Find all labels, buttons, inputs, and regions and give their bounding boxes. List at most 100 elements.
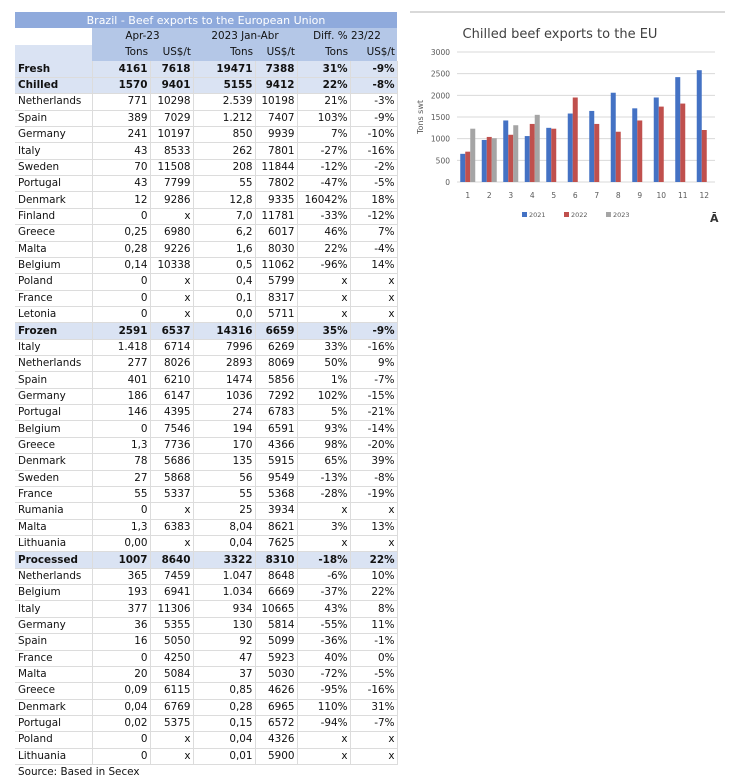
cell: x	[350, 306, 398, 324]
group-row: Chilled 1570 9401 5155 9412 22% -8%	[15, 77, 398, 95]
cell: -2%	[350, 159, 398, 177]
cell: 33%	[297, 339, 351, 357]
cell: 10197	[150, 126, 194, 144]
row-label: Lithuania	[15, 535, 93, 553]
legend-swatch-2022	[564, 212, 569, 217]
y-tick-label: 2000	[431, 91, 450, 100]
cell: 9286	[150, 191, 194, 209]
row-label: Greece	[15, 437, 93, 455]
cell: 6769	[150, 699, 194, 716]
cell: -5%	[350, 666, 398, 684]
row-label: Lithuania	[15, 748, 93, 766]
cell: 11306	[150, 600, 194, 618]
row-label: Malta	[15, 519, 93, 537]
cell: 850	[193, 126, 256, 144]
cell: 389	[92, 110, 151, 128]
cell: 13%	[350, 519, 398, 537]
cell: 146	[92, 404, 151, 422]
cell: 19471	[193, 61, 256, 78]
table-row: Poland 0 x 0,4 5799 x x	[15, 273, 398, 291]
cell: x	[297, 731, 351, 749]
cell: 6572	[255, 715, 298, 733]
cell: -16%	[350, 142, 398, 160]
blank-header	[15, 44, 92, 62]
cell: 50%	[297, 355, 351, 373]
table-row: Malta 1,3 6383 8,04 8621 3% 13%	[15, 519, 398, 537]
cell: 0,00	[92, 535, 151, 553]
cell: -20%	[350, 437, 398, 455]
cell: 5375	[150, 715, 194, 733]
cell: 0,1	[193, 290, 256, 307]
cell: 1,3	[92, 437, 151, 455]
cell: 208	[193, 159, 256, 177]
row-label: France	[15, 650, 93, 667]
cell: -8%	[350, 77, 398, 95]
cell: 22%	[297, 77, 351, 95]
cell: 6659	[255, 322, 298, 340]
table-row: Belgium 0 7546 194 6591 93% -14%	[15, 420, 398, 438]
cell: 6783	[255, 404, 298, 422]
table-row: Netherlands 277 8026 2893 8069 50% 9%	[15, 355, 398, 373]
cell: 92	[193, 633, 256, 651]
cell: x	[297, 290, 351, 307]
cell: 7802	[255, 175, 298, 193]
cell: -9%	[350, 322, 398, 340]
cell: 0	[92, 748, 151, 766]
legend-label-2023: 2023	[613, 211, 630, 219]
x-tick-label: 9	[637, 191, 642, 200]
cell: 78	[92, 453, 151, 471]
group-row: Processed 1007 8640 3322 8310 -18% 22%	[15, 551, 398, 569]
cell: 7996	[193, 339, 256, 357]
cell: 1,3	[92, 519, 151, 537]
row-label: Italy	[15, 339, 93, 357]
chart-title: Chilled beef exports to the EU	[463, 27, 658, 42]
cell: 11%	[350, 617, 398, 635]
bar-2022-3	[508, 134, 514, 182]
cell: 6147	[150, 388, 194, 406]
table-row: Belgium 193 6941 1.034 6669 -37% 22%	[15, 584, 398, 602]
cell: -3%	[350, 93, 398, 111]
cell: 4395	[150, 404, 194, 422]
cell: 20	[92, 666, 151, 684]
bar-2022-1	[465, 151, 471, 182]
row-label: Rumania	[15, 502, 93, 520]
cell: 35%	[297, 322, 351, 340]
cell: 5711	[255, 306, 298, 324]
cell: 12	[92, 191, 151, 209]
cell: 7459	[150, 568, 194, 586]
bar-2022-11	[680, 103, 686, 182]
bar-2021-6	[567, 113, 573, 182]
chilled-beef-chart: Chilled beef exports to the EU0500100015…	[410, 11, 725, 225]
row-label: Denmark	[15, 191, 93, 209]
cell: 2893	[193, 355, 256, 373]
cell: 5814	[255, 617, 298, 635]
cell: 27	[92, 470, 151, 487]
cell: 4326	[255, 731, 298, 749]
cell: 1.418	[92, 339, 151, 357]
x-tick-label: 4	[530, 191, 535, 200]
cell: 14%	[350, 257, 398, 275]
cell: 5900	[255, 748, 298, 766]
cell: 7388	[255, 61, 298, 78]
bar-2023-3	[513, 125, 519, 182]
cell: 0,28	[92, 241, 151, 258]
y-tick-label: 0	[445, 178, 450, 187]
cell: 934	[193, 600, 256, 618]
cell: 10298	[150, 93, 194, 111]
y-tick-label: 500	[436, 156, 451, 165]
table-row: Germany 241 10197 850 9939 7% -10%	[15, 126, 398, 144]
cell: -95%	[297, 682, 351, 700]
cell: 0,25	[92, 224, 151, 242]
cell: 22%	[350, 551, 398, 569]
cell: 7736	[150, 437, 194, 455]
cell: -9%	[350, 61, 398, 78]
row-label: Germany	[15, 388, 93, 406]
cell: 10198	[255, 93, 298, 111]
cell: 46%	[297, 224, 351, 242]
cell: 98%	[297, 437, 351, 455]
cell: 16042%	[297, 191, 351, 209]
bar-2021-12	[696, 70, 702, 182]
bar-2022-5	[551, 128, 557, 182]
bar-2021-1	[460, 153, 466, 182]
cell: 8026	[150, 355, 194, 373]
